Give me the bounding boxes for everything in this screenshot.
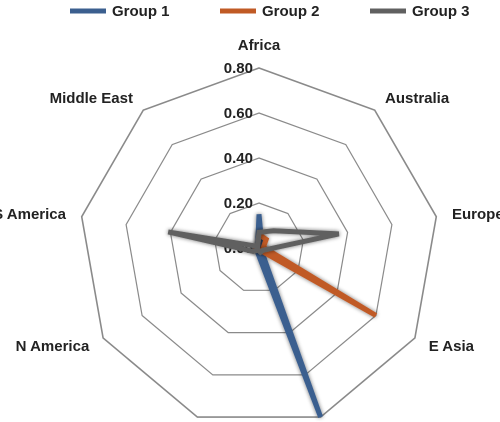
grid-ring-4 xyxy=(80,67,438,418)
series-layer xyxy=(167,214,378,418)
tick-label-0-40: 0.40 xyxy=(224,150,253,167)
legend-item-group-1: Group 1 xyxy=(70,3,170,20)
category-label-africa: Africa xyxy=(238,37,281,54)
series-group-3 xyxy=(167,228,340,256)
legend-item-group-2: Group 2 xyxy=(220,3,320,20)
grid-ring-1 xyxy=(214,202,304,291)
category-label-s-america: S America xyxy=(0,206,67,223)
grid-ring-2 xyxy=(169,157,349,334)
category-label-n-america: N America xyxy=(16,338,90,355)
grid-ring-3 xyxy=(125,112,393,376)
radar-grid xyxy=(80,67,438,418)
category-label-europe: Europe xyxy=(452,206,500,223)
tick-label-0-20: 0.20 xyxy=(224,195,253,212)
legend-label-group-1: Group 1 xyxy=(112,3,170,20)
legend-label-group-2: Group 2 xyxy=(262,3,320,20)
radial-axis-ticks: 0.000.200.400.600.80 xyxy=(224,60,253,257)
legend-item-group-3: Group 3 xyxy=(370,3,470,20)
tick-label-0-80: 0.80 xyxy=(224,60,253,77)
category-label-e-asia: E Asia xyxy=(429,338,475,355)
legend-label-group-3: Group 3 xyxy=(412,3,470,20)
legend: Group 1 Group 2 Group 3 xyxy=(70,3,470,20)
category-label-middle-east: Middle East xyxy=(50,90,133,107)
tick-label-0-60: 0.60 xyxy=(224,105,253,122)
category-label-australia: Australia xyxy=(385,90,450,107)
